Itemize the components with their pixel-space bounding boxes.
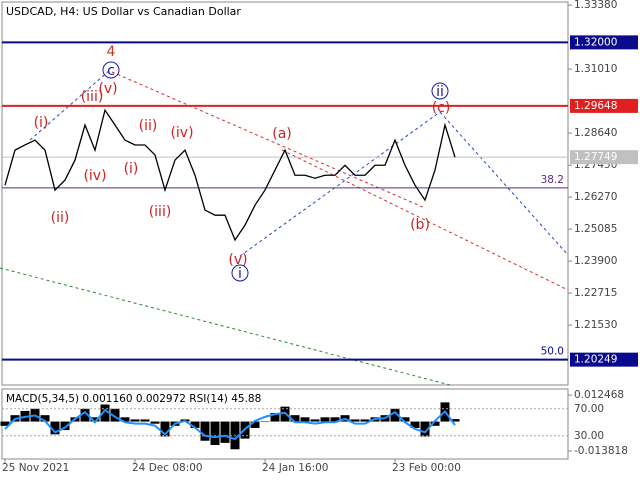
macd-bar (290, 415, 300, 422)
macd-bar (130, 419, 140, 422)
wave-label: (iii) (81, 89, 104, 105)
macd-bar (390, 408, 400, 422)
macd-bar (110, 408, 120, 422)
chart-title: USDCAD, H4: US Dollar vs Canadian Dollar (6, 5, 241, 18)
macd-bar (90, 417, 100, 422)
wave-label: (iv) (83, 168, 106, 184)
trend-line (239, 111, 441, 257)
wave-label: (iii) (149, 204, 172, 220)
macd-bar (420, 421, 430, 437)
wave-label: (i) (34, 115, 49, 131)
level-label: 1.29648 (574, 100, 617, 112)
macd-bar (40, 415, 50, 422)
x-tick-label: 25 Nov 2021 (2, 462, 69, 474)
macd-bar (310, 419, 320, 422)
x-tick-label: 23 Feb 00:00 (392, 462, 461, 474)
wave-label: (v) (228, 252, 247, 268)
y-tick-label: 1.26270 (574, 191, 617, 203)
wave-label: ii (436, 84, 444, 100)
level-box (570, 352, 638, 367)
macd-bar (330, 417, 340, 422)
wave-label: (i) (124, 161, 139, 177)
indicator-title: MACD(5,34,5) 0.001160 0.002972 RSI(14) 4… (6, 393, 261, 405)
wave-label: (v) (98, 81, 117, 97)
y-tick-label: 1.33380 (574, 0, 617, 11)
macd-bar (100, 404, 110, 422)
macd-bar (60, 421, 70, 431)
macd-bar (410, 421, 420, 428)
price-line (4, 108, 456, 242)
x-tick-label: 24 Dec 08:00 (132, 462, 203, 474)
trend-line (281, 149, 569, 291)
level-box (570, 35, 638, 50)
macd-bar (150, 421, 160, 424)
wave-circle (231, 264, 249, 282)
macd-bar (120, 417, 130, 422)
rsi-line (4, 408, 456, 441)
macd-bar (220, 421, 230, 443)
macd-bar (320, 417, 330, 422)
macd-bar (360, 419, 370, 422)
level-label: 1.20249 (574, 354, 617, 366)
wave-label: (ii) (139, 118, 158, 134)
y-tick-label: 0.012468 (574, 389, 624, 401)
y-tick-label: 70.00 (574, 403, 604, 415)
level-box (570, 98, 638, 113)
wave-label: i (238, 266, 242, 282)
macd-bar (430, 421, 440, 426)
macd-bar (140, 419, 150, 422)
wave-label: (b) (410, 217, 430, 233)
wave-label: (a) (272, 126, 292, 142)
wave-label: (c) (432, 100, 451, 116)
macd-bar (400, 417, 410, 422)
macd-bar (270, 413, 280, 422)
macd-bar (350, 419, 360, 422)
fib-label: 38.2 (541, 174, 564, 186)
y-tick-label: 1.28640 (574, 127, 617, 139)
macd-bar (80, 408, 90, 422)
trend-line (111, 71, 426, 209)
macd-bar (210, 421, 220, 445)
y-tick-label: 1.21530 (574, 319, 617, 331)
macd-bar (50, 421, 60, 435)
level-box (570, 150, 638, 165)
y-tick-label: -0.013818 (574, 445, 628, 457)
wave-label: c (107, 63, 115, 79)
macd-bar (250, 421, 260, 428)
trend-line (439, 111, 569, 256)
y-tick-label: 1.22715 (574, 287, 617, 299)
wave-circle (102, 61, 120, 79)
macd-bar (160, 421, 170, 437)
macd-bar (0, 421, 10, 426)
x-tick-label: 24 Jan 16:00 (262, 462, 328, 474)
macd-bar (300, 417, 310, 422)
wave-label: (iv) (170, 125, 193, 141)
y-tick-label: 1.25085 (574, 223, 617, 235)
macd-bar (450, 419, 460, 422)
level-label: 1.27749 (574, 151, 617, 163)
macd-bar (190, 421, 200, 428)
y-tick-label: 1.23900 (574, 255, 617, 267)
main-panel (1, 1, 569, 386)
fib-label: 50.0 (541, 346, 564, 358)
wave-circle (431, 82, 449, 100)
level-label: 1.32000 (574, 36, 617, 48)
wave-label: 4 (107, 44, 116, 60)
macd-bar (200, 421, 210, 441)
wave-label: (ii) (51, 210, 70, 226)
macd-bar (260, 421, 270, 423)
y-tick-label: 1.31010 (574, 63, 617, 75)
y-tick-label: 30.00 (574, 430, 604, 442)
trend-lines (0, 69, 569, 386)
